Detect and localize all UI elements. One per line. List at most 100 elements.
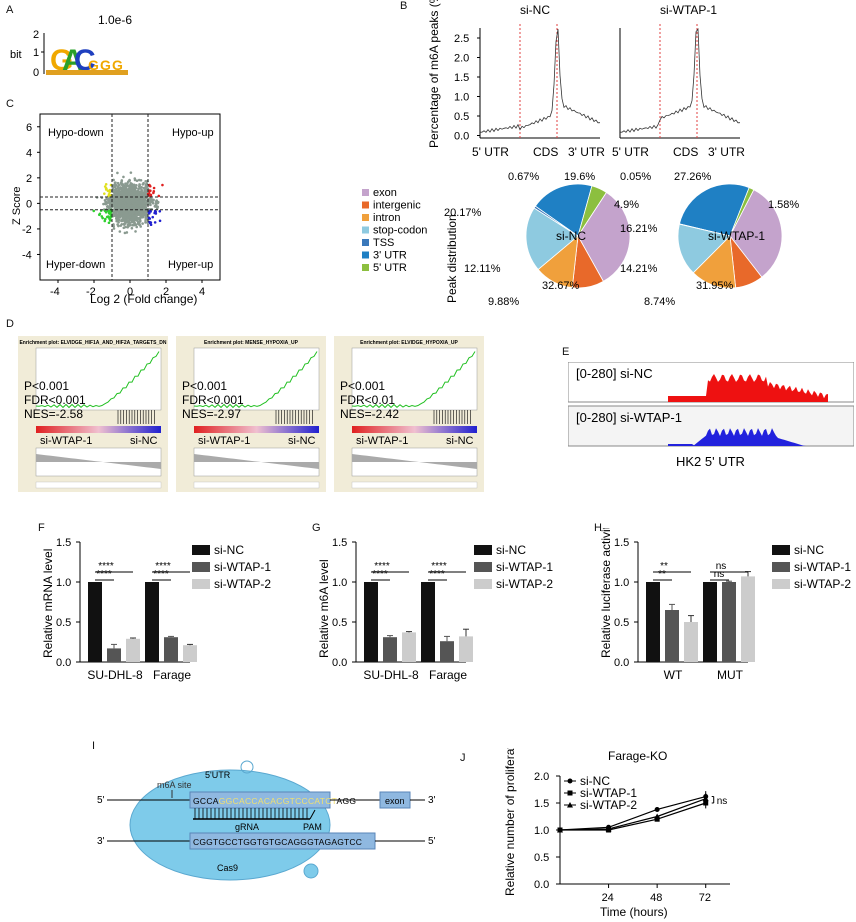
volcano-point (108, 190, 111, 194)
ytick: 0.5 (534, 852, 549, 864)
pie-slice (677, 223, 731, 274)
panel-letter-d: D (6, 318, 14, 330)
bar (722, 582, 736, 662)
volcano-point (131, 216, 134, 220)
bar (402, 632, 416, 662)
volcano-point (116, 171, 119, 175)
gsea-fdr: FDR<0.001 (24, 393, 86, 407)
quadrant-label: Hyper-down (46, 259, 105, 271)
legend-swatch (362, 251, 369, 259)
volcano-point (113, 191, 117, 195)
legend-label: si-NC (794, 543, 824, 557)
volcano-point (112, 189, 115, 193)
volcano-point (149, 189, 152, 193)
quadrant-label: Hypo-down (48, 127, 104, 139)
series-point (557, 827, 563, 833)
volcano-point (120, 222, 124, 226)
ytick: 0.5 (56, 617, 71, 629)
bar (440, 641, 454, 662)
coverage-area (668, 428, 828, 446)
volcano-point (125, 211, 129, 215)
xtick: 48 (650, 892, 662, 904)
ytick: 0.5 (332, 617, 347, 629)
ranked-metric (352, 452, 477, 469)
top-sequence: GCCAGGCACCACACGTCCCATCTAGG (193, 796, 356, 806)
volcano-point (124, 193, 128, 196)
legend-swatch (772, 545, 790, 555)
ytick: 0.0 (454, 131, 469, 143)
volcano-point (105, 205, 109, 208)
volcano-point (153, 209, 157, 213)
volcano-point (142, 186, 146, 190)
pie-value-label: 0.67% (508, 171, 539, 183)
ytick: 2.0 (534, 771, 549, 783)
volcano-point (116, 204, 120, 207)
volcano-point (116, 187, 119, 190)
sig-label: ns (716, 561, 727, 572)
volcano-point (129, 204, 133, 208)
bar (646, 582, 660, 662)
volcano-point (119, 197, 122, 201)
panel-letter-b: B (400, 0, 408, 12)
volcano-point (112, 194, 115, 197)
series-point (654, 816, 660, 822)
volcano-point (123, 231, 127, 235)
volcano-point (104, 202, 108, 206)
volcano-point (152, 186, 156, 190)
volcano-point (142, 212, 146, 215)
legend-label: 5' UTR (373, 262, 407, 274)
volcano-ylabel: Z Score (11, 186, 23, 225)
legend-label: si-WTAP-2 (580, 798, 637, 812)
volcano-point (148, 212, 151, 215)
volcano-point (127, 184, 130, 188)
ytick: 0 (26, 198, 32, 210)
pie-value-label: 27.26% (674, 171, 712, 183)
volcano-plot: Z Score Log 2 (Fold change) -4 -2 0 2 4 6 4 2 0 -… (11, 113, 221, 306)
sig-label: **** (429, 569, 445, 580)
bar-category: Farage (153, 668, 191, 682)
volcano-point (104, 186, 108, 190)
track-label: [0-280] si-NC (576, 366, 653, 381)
ytick: 0.0 (534, 879, 549, 891)
volcano-point (138, 217, 142, 221)
metagene-xlabel: CDS (673, 145, 698, 159)
legend-swatch (192, 579, 210, 589)
panel-letter-e: E (562, 346, 570, 358)
metagene-ylabel: Percentage of m6A peaks (%) (427, 0, 441, 148)
volcano-point (148, 194, 151, 197)
volcano-point (124, 203, 128, 207)
legend-label: si-WTAP-1 (580, 786, 637, 800)
sig-label: ** (660, 561, 668, 572)
ytick: 0.5 (614, 617, 629, 629)
pie-slice (678, 223, 731, 237)
bottom-sequence: CGGTGCCTGGTGTGCAGGGTAGAGTCC (193, 837, 362, 847)
bar (145, 582, 159, 662)
legend-swatch (362, 264, 369, 271)
volcano-point (119, 200, 123, 203)
quadrant-label: Hyper-up (168, 259, 213, 271)
ytick: 1.0 (614, 577, 629, 589)
volcano-point (135, 179, 139, 183)
volcano-point (107, 207, 111, 210)
volcano-point (114, 210, 117, 213)
metagene-xlabel: 3' UTR (568, 145, 605, 159)
pie-slice (534, 183, 593, 237)
pie-value-label: 31.95% (696, 280, 734, 292)
track-caption: HK2 5' UTR (676, 454, 745, 469)
volcano-point (147, 216, 151, 220)
gsea-right-label: si-NC (446, 435, 474, 447)
legend-label: si-NC (214, 543, 244, 557)
volcano-point (148, 220, 151, 224)
motif-underbar (46, 70, 128, 75)
metagene-curve (480, 29, 601, 133)
legend-label: si-WTAP-1 (214, 560, 271, 574)
bar (88, 582, 102, 662)
pie-value-label: 20.17% (444, 207, 482, 219)
metagene-title: si-NC (520, 3, 550, 17)
legend-label: intergenic (373, 200, 421, 212)
sig-label: ns (714, 569, 725, 580)
pie-title: si-NC (556, 229, 586, 243)
volcano-point (118, 193, 121, 197)
panel-letter-j: J (460, 752, 466, 764)
